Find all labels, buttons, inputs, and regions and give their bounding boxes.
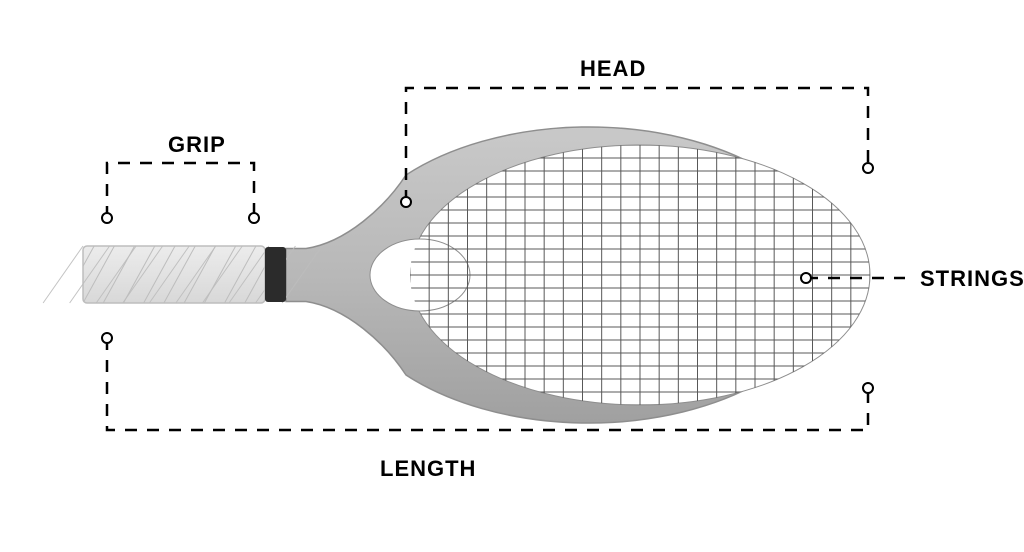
strings-marker [801, 273, 811, 283]
label-strings: STRINGS [920, 266, 1024, 292]
grip-marker-left [102, 213, 112, 223]
grip-dimension-bracket [107, 163, 254, 218]
racket-ferrule [265, 247, 286, 302]
head-marker-left [401, 197, 411, 207]
length-marker-right [863, 383, 873, 393]
racket-grip [83, 246, 265, 303]
head-marker-right [863, 163, 873, 173]
label-length: LENGTH [380, 456, 476, 482]
length-marker-left [102, 333, 112, 343]
tennis-racket-diagram [0, 0, 1024, 552]
label-grip: GRIP [168, 132, 226, 158]
grip-marker-right [249, 213, 259, 223]
label-head: HEAD [580, 56, 646, 82]
